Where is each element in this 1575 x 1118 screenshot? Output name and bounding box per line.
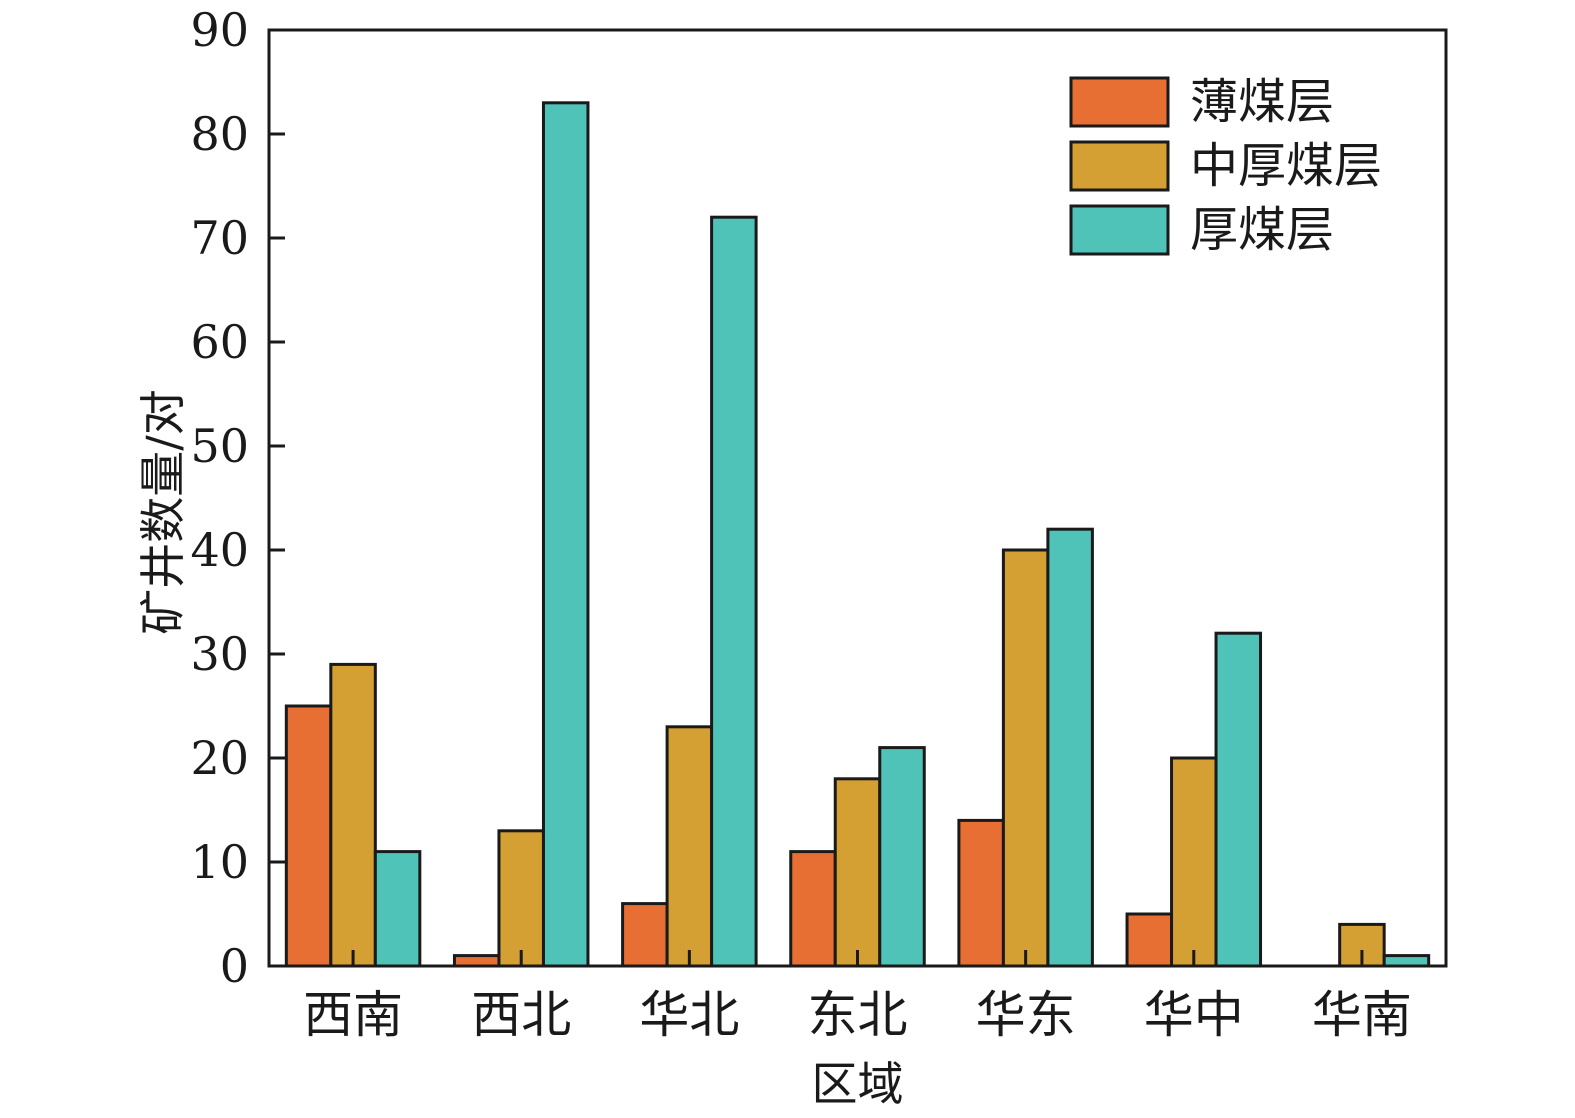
- legend-swatch: [1069, 140, 1170, 192]
- bars-group: [284, 101, 1431, 968]
- y-axis-ticks: 0 10 20 30 40 50 60 70 80 90: [190, 3, 285, 993]
- bar-2-3: [878, 746, 926, 968]
- x-tick-label: 华北: [639, 986, 739, 1044]
- x-axis-ticks: 西南 西北 华北 东北 华东 华中 华南: [303, 950, 1412, 1044]
- bar-1-3: [833, 777, 882, 968]
- bar-1-2: [665, 725, 714, 968]
- x-tick-label: 西南: [303, 986, 403, 1044]
- legend-label: 中厚煤层: [1190, 138, 1382, 194]
- y-tick-label: 40: [190, 523, 249, 577]
- bar-1-1: [497, 829, 545, 968]
- bar-2-0: [373, 850, 422, 968]
- bar-2-4: [1046, 527, 1094, 968]
- bar-0-3: [789, 850, 837, 968]
- y-tick-label: 70: [190, 211, 249, 265]
- y-tick-label: 50: [190, 419, 249, 473]
- bar-0-0: [284, 704, 333, 968]
- x-tick-label: 华中: [1144, 986, 1244, 1044]
- y-tick-label: 10: [190, 835, 249, 889]
- bar-0-1: [452, 954, 501, 968]
- x-tick-label: 华东: [976, 986, 1076, 1044]
- x-tick-label: 西北: [471, 986, 571, 1044]
- y-tick-label: 80: [190, 107, 249, 161]
- bar-1-4: [1001, 548, 1050, 968]
- y-tick-label: 0: [220, 939, 249, 993]
- y-tick-label: 60: [190, 315, 249, 369]
- bar-2-1: [541, 101, 590, 968]
- x-axis-title: 区域: [812, 1057, 904, 1111]
- bar-2-2: [710, 215, 758, 968]
- legend-label: 薄煤层: [1190, 74, 1334, 130]
- y-tick-label: 30: [190, 627, 249, 681]
- bar-2-6: [1382, 954, 1431, 968]
- legend-swatch: [1069, 76, 1170, 128]
- x-tick-label: 华南: [1312, 986, 1412, 1044]
- y-tick-label: 90: [190, 3, 249, 57]
- bar-0-4: [957, 818, 1005, 968]
- bar-1-5: [1170, 756, 1218, 968]
- y-axis-title: 矿井数量/对: [136, 389, 190, 635]
- legend-label: 厚煤层: [1190, 202, 1334, 258]
- bar-2-5: [1214, 631, 1263, 968]
- x-tick-label: 东北: [808, 986, 908, 1044]
- plot-frame: [267, 28, 1448, 968]
- bar-1-0: [329, 662, 377, 968]
- y-tick-label: 20: [190, 731, 249, 785]
- legend-swatch: [1069, 204, 1170, 256]
- bar-0-2: [621, 902, 669, 968]
- bar-0-5: [1125, 912, 1174, 968]
